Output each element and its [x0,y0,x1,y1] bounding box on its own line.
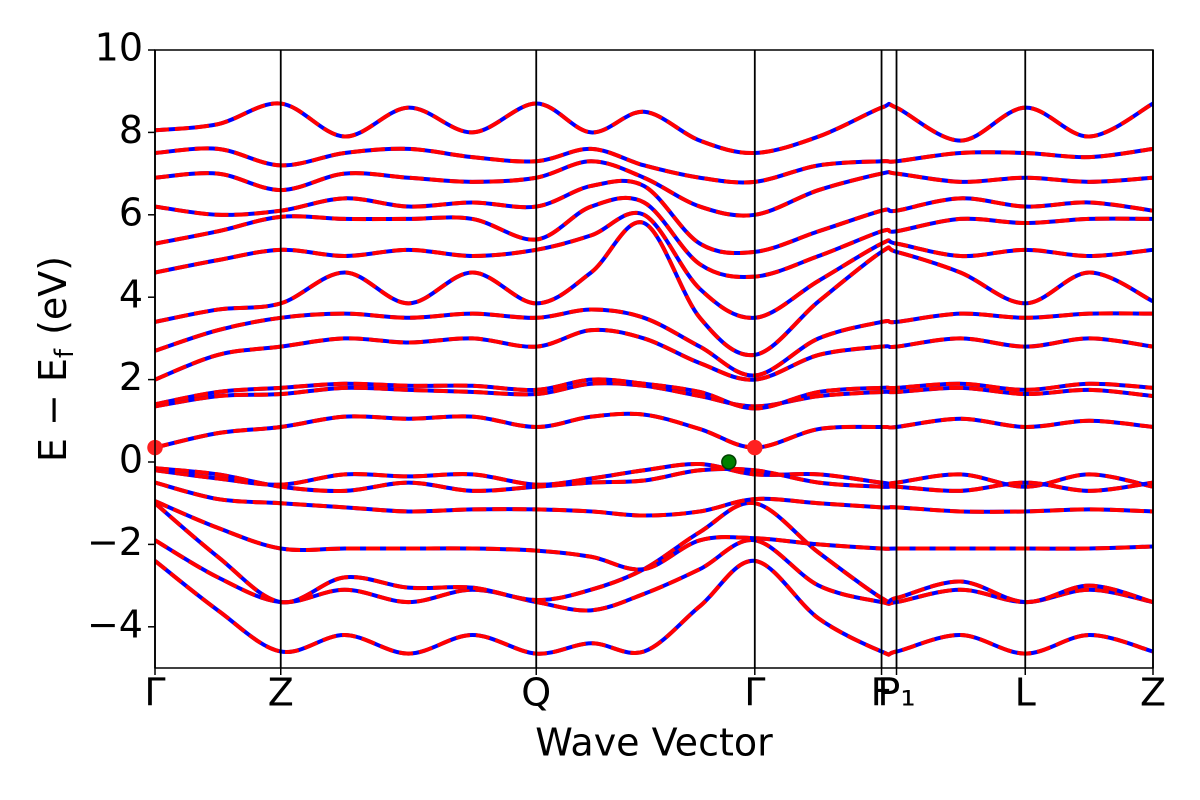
band-line-dashed [155,499,1153,572]
band-line [155,558,1153,657]
band-line-dashed [155,500,1153,605]
y-axis-label: E − Ef (eV) [31,256,80,462]
x-tick-label: F [871,671,893,715]
band-line-dashed [155,377,1153,411]
plot-frame [154,49,1154,669]
band-line-dashed [155,466,1153,493]
y-label-sub: f [50,348,80,358]
band-line-dashed [155,101,1153,156]
band-line-dashed [155,195,1153,279]
y-tick-label: −2 [87,520,143,564]
y-tick-label: 8 [119,108,143,152]
band-line-dashed [155,558,1153,657]
band-line-dashed [155,538,1153,613]
x-tick-label: Z [268,671,294,715]
band-line-dashed [155,178,1153,256]
x-tick-label: P₁ [877,671,915,715]
band-edge-point [721,454,737,470]
band-line-dashed [155,462,1153,489]
band-line-dashed [155,146,1153,185]
y-tick-label: −4 [87,602,143,646]
band-line [155,327,1153,382]
band-line-dashed [155,327,1153,382]
x-tick-label: Γ [744,671,765,715]
y-tick-label: 2 [119,355,143,399]
x-axis-label: Wave Vector [535,721,773,765]
y-label-main: E − E [31,358,75,462]
x-tick-label: L [1015,671,1036,715]
band-line-dashed [155,307,1153,378]
band-line [155,500,1153,605]
band-line [155,220,1153,358]
y-tick-label: 4 [119,273,143,317]
band-line-dashed [155,411,1153,450]
band-line-dashed [155,159,1153,218]
band-line-dashed [155,220,1153,358]
band-edge-point [747,439,763,456]
band-line-dashed [155,210,1153,320]
band-line [155,411,1153,450]
y-label-unit: (eV) [31,256,75,335]
x-tick-label: Γ [144,671,165,715]
y-tick-label: 10 [95,26,143,70]
band-line-dashed [155,480,1153,518]
band-line-dashed [155,381,1153,409]
x-tick-label: Z [1140,671,1166,715]
band-line [155,101,1153,156]
y-tick-label: 6 [119,190,143,234]
y-tick-label: 0 [119,438,143,482]
band-line [155,210,1153,320]
x-tick-label: Q [521,671,551,715]
